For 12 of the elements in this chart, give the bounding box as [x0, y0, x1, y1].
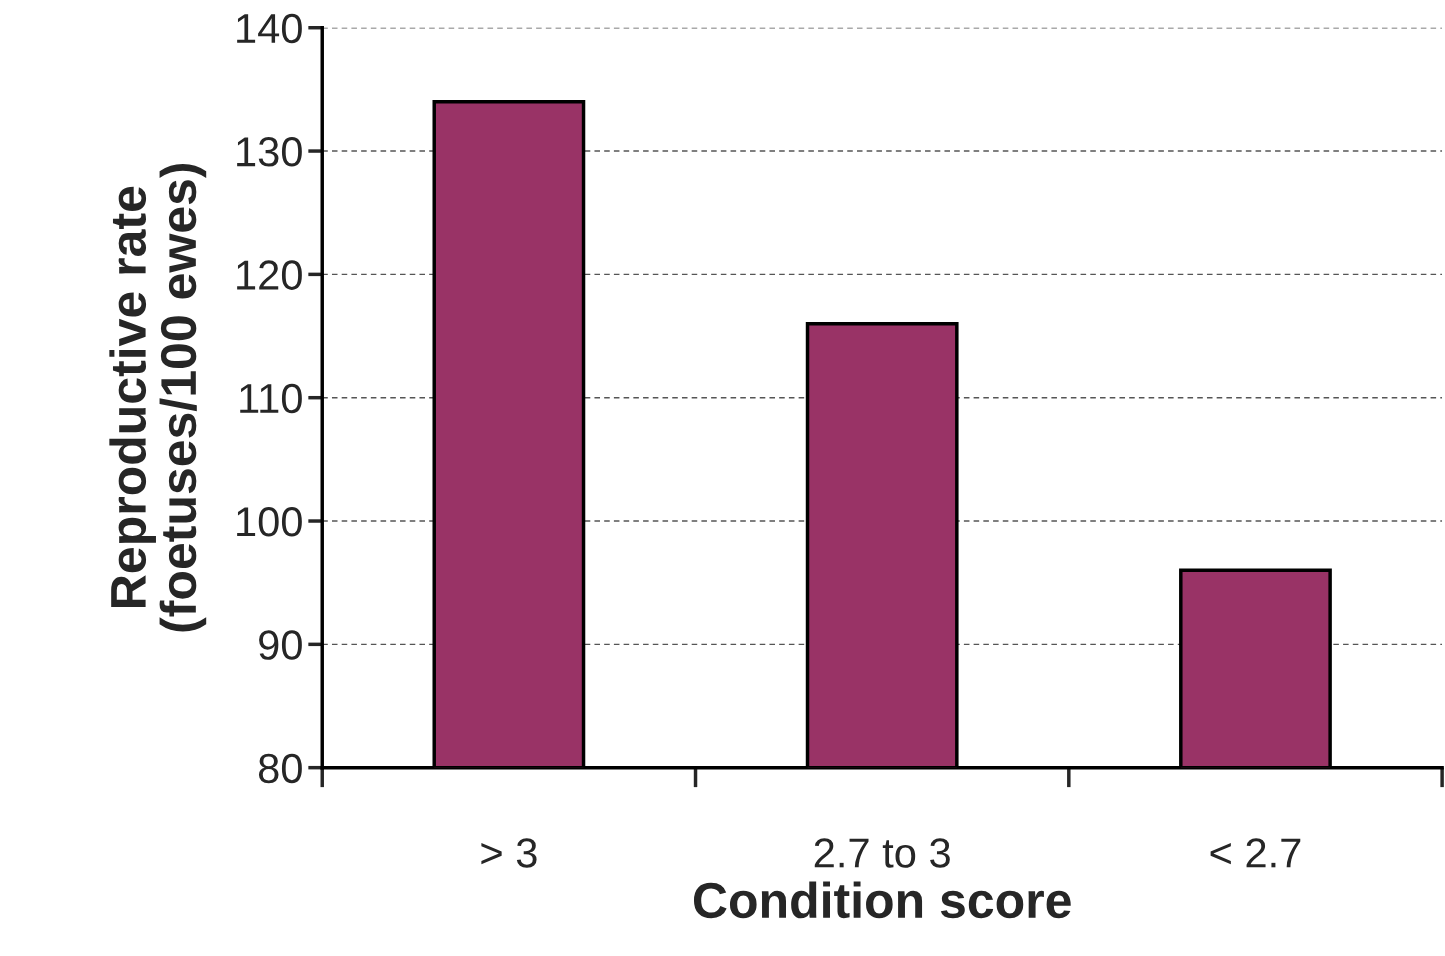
- x-tick-label: 2.7 to 3: [814, 838, 950, 868]
- y-tick-label: 110: [240, 383, 302, 414]
- y-tick-label: 120: [237, 260, 302, 290]
- y-tick-label: 100: [237, 507, 302, 537]
- y-tick-label: 90: [259, 630, 302, 660]
- x-axis-title: Condition score: [693, 881, 1071, 919]
- x-tick-label: > 3: [481, 838, 537, 868]
- y-axis-title: Reproductive rate (foetuses/100 ewes): [109, 163, 207, 632]
- y-tick-label: 130: [237, 137, 302, 167]
- x-tick-label: < 2.7: [1210, 838, 1301, 868]
- y-tick-label: 80: [258, 753, 302, 784]
- y-tick-label: 140: [237, 13, 302, 44]
